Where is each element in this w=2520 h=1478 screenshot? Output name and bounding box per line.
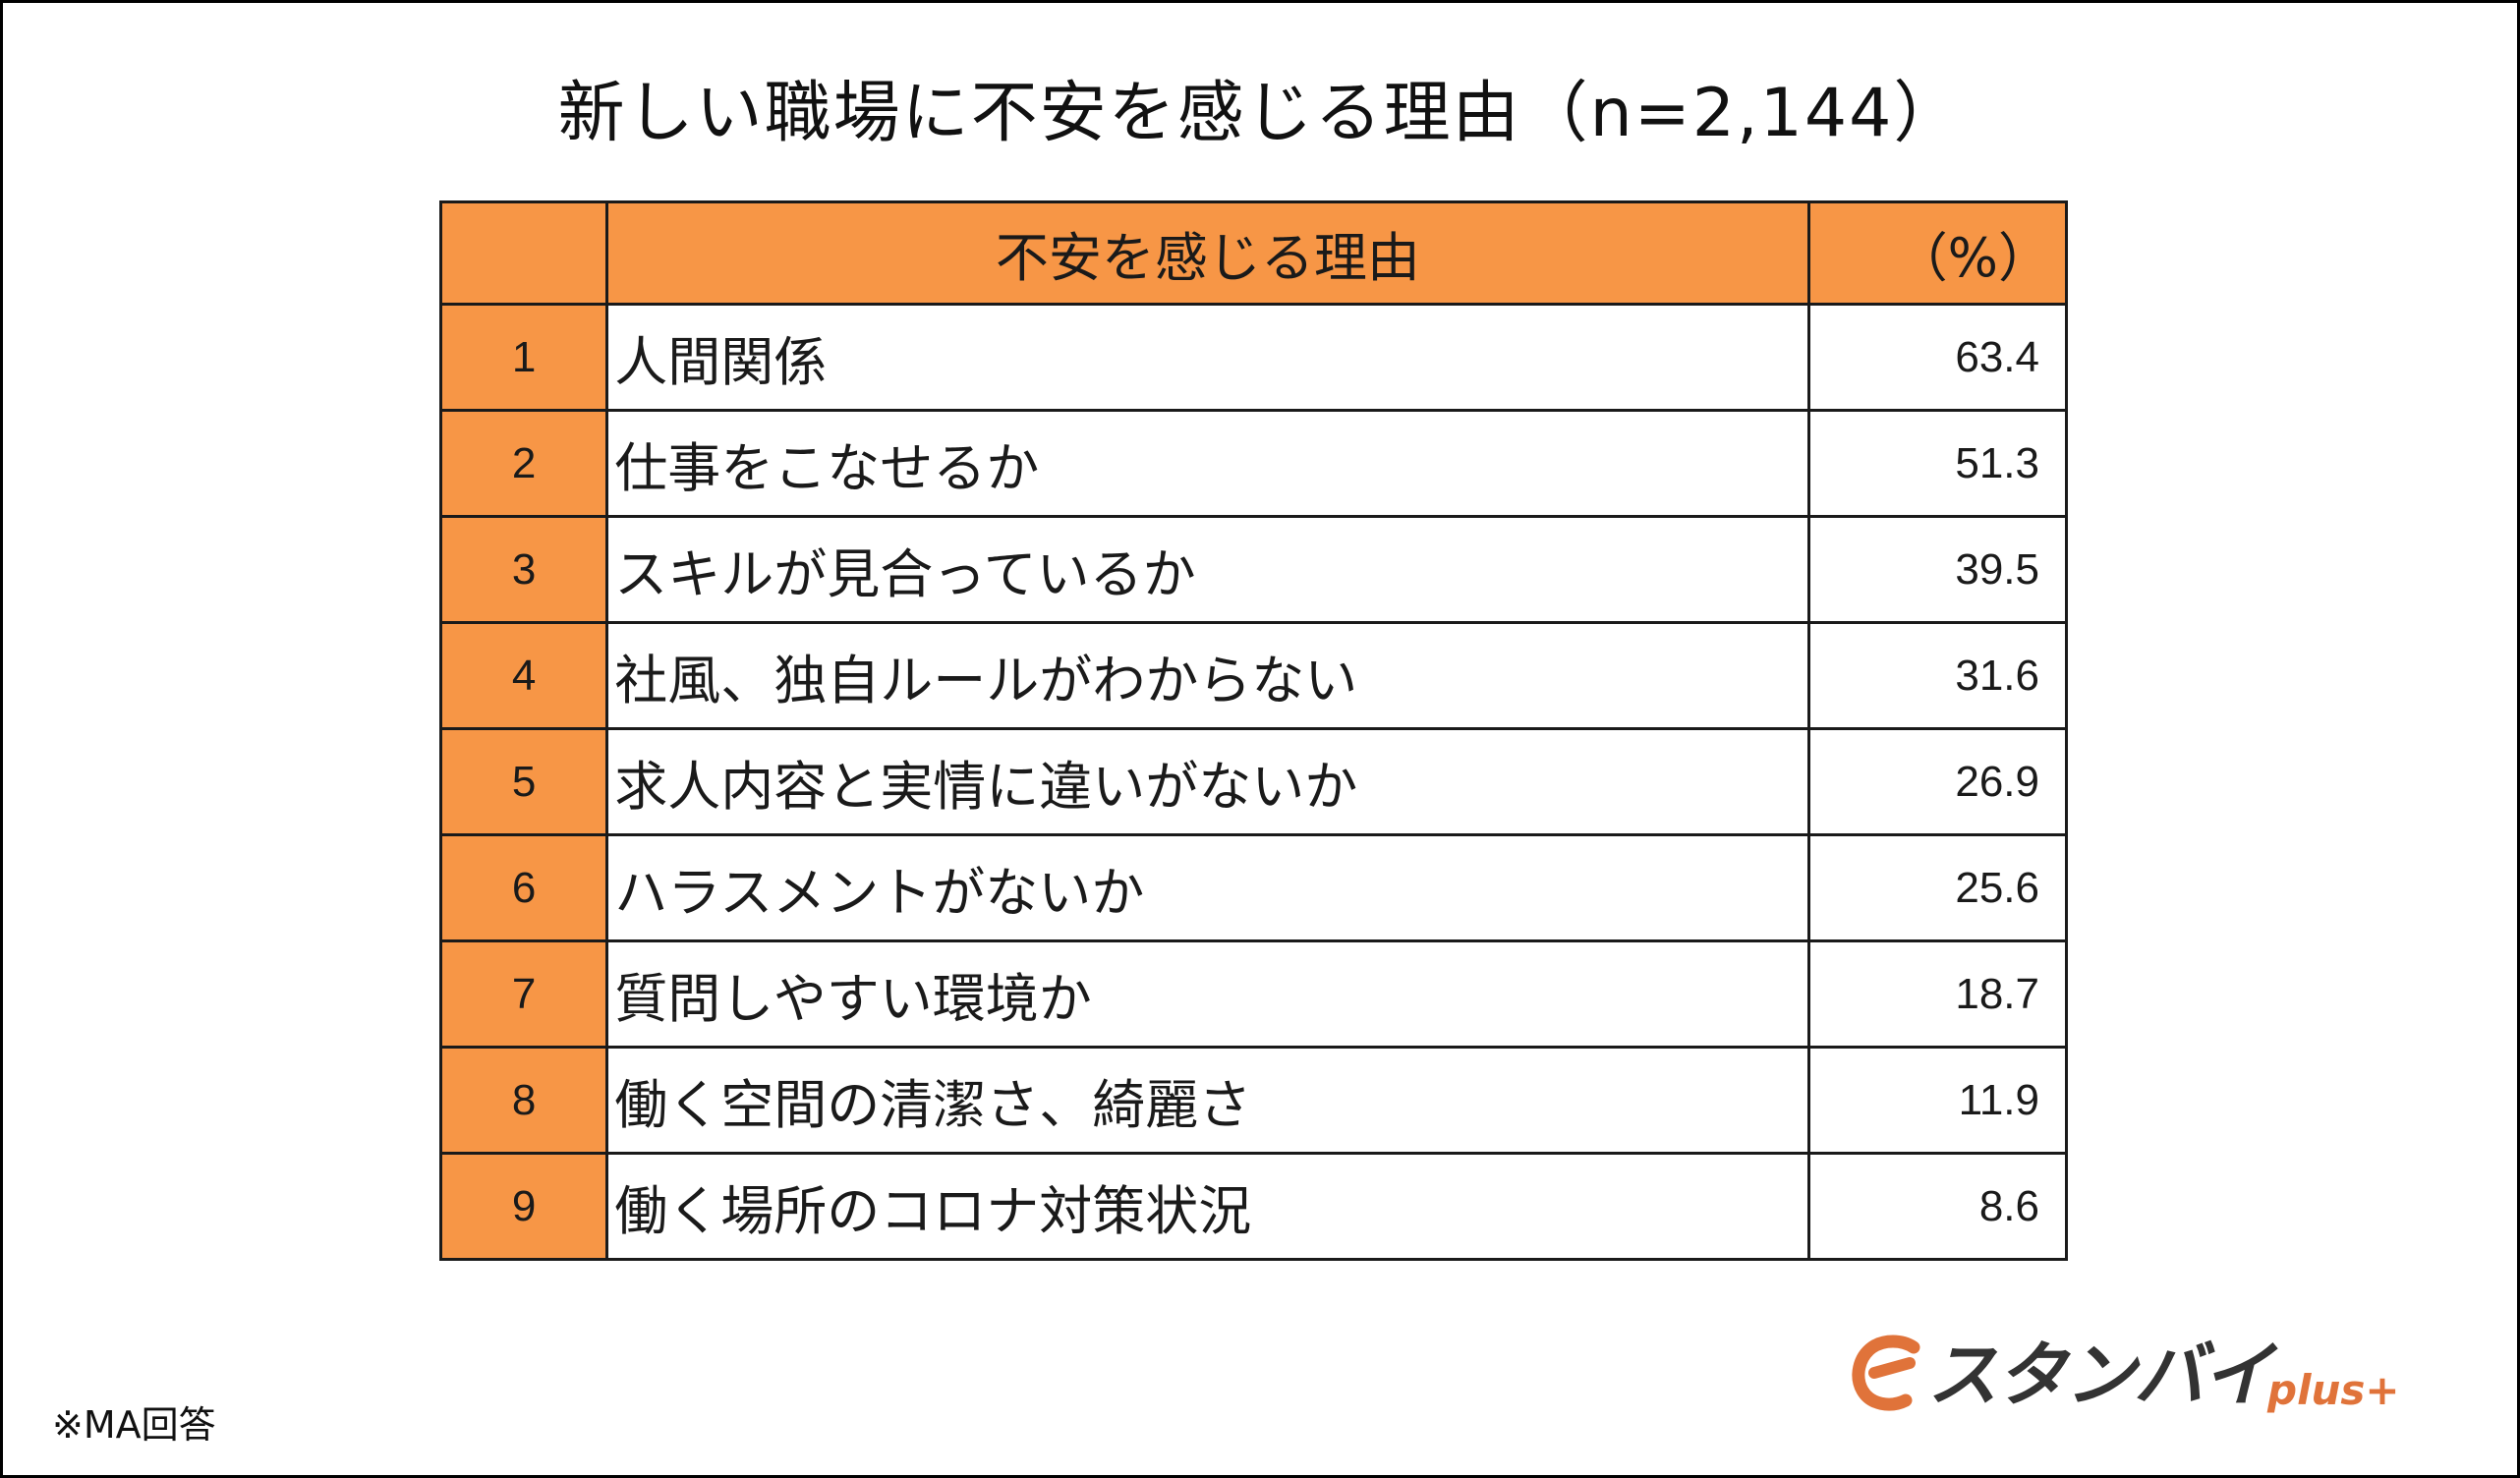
table-row: 5 求人内容と実情に違いがないか 26.9 [438, 727, 2068, 836]
percent-cell: 39.5 [1806, 515, 2068, 624]
percent-cell: 8.6 [1806, 1152, 2068, 1261]
table-header-row: 不安を感じる理由 （%） [438, 200, 2068, 306]
percent-cell: 25.6 [1806, 833, 2068, 942]
brand-logo: スタンバイ plus+ [1845, 1328, 2400, 1426]
table-row: 6 ハラスメントがないか 25.6 [438, 833, 2068, 942]
reason-cell: 社風、独自ルールがわからない [605, 621, 1810, 730]
reason-cell: 働く場所のコロナ対策状況 [605, 1152, 1810, 1261]
reason-cell: ハラスメントがないか [605, 833, 1810, 942]
reason-cell: 求人内容と実情に違いがないか [605, 727, 1810, 836]
rank-cell: 3 [438, 515, 609, 624]
header-percent: （%） [1806, 200, 2068, 306]
logo-plus-label: plus+ [2267, 1366, 2400, 1414]
percent-cell: 51.3 [1806, 409, 2068, 518]
table-row: 4 社風、独自ルールがわからない 31.6 [438, 621, 2068, 730]
table-row: 2 仕事をこなせるか 51.3 [438, 409, 2068, 518]
footnote: ※MA回答 [52, 1403, 216, 1447]
table-row: 1 人間関係 63.4 [438, 303, 2068, 412]
header-reason: 不安を感じる理由 [605, 200, 1810, 306]
table-row: 7 質問しやすい環境か 18.7 [438, 939, 2068, 1049]
rank-cell: 9 [438, 1152, 609, 1261]
logo-wordmark: スタンバイ [1927, 1334, 2273, 1416]
reason-cell: 人間関係 [605, 303, 1810, 412]
rank-cell: 1 [438, 303, 609, 412]
rank-cell: 5 [438, 727, 609, 836]
rank-cell: 7 [438, 939, 609, 1049]
results-table: 不安を感じる理由 （%） 1 人間関係 63.4 2 仕事をこなせるか 51.3… [438, 200, 2068, 1261]
table-row: 8 働く空間の清潔さ、綺麗さ 11.9 [438, 1046, 2068, 1155]
rank-cell: 6 [438, 833, 609, 942]
percent-cell: 31.6 [1806, 621, 2068, 730]
reason-cell: 働く空間の清潔さ、綺麗さ [605, 1046, 1810, 1155]
table-row: 9 働く場所のコロナ対策状況 8.6 [438, 1152, 2068, 1261]
rank-cell: 4 [438, 621, 609, 730]
percent-cell: 11.9 [1806, 1046, 2068, 1155]
reason-cell: スキルが見合っているか [605, 515, 1810, 624]
table-row: 3 スキルが見合っているか 39.5 [438, 515, 2068, 624]
percent-cell: 18.7 [1806, 939, 2068, 1049]
page-title: 新しい職場に不安を感じる理由（n=2,144） [557, 75, 1963, 152]
reason-cell: 仕事をこなせるか [605, 409, 1810, 518]
header-rank [438, 200, 609, 306]
percent-cell: 63.4 [1806, 303, 2068, 412]
rank-cell: 8 [438, 1046, 609, 1155]
rank-cell: 2 [438, 409, 609, 518]
percent-cell: 26.9 [1806, 727, 2068, 836]
reason-cell: 質問しやすい環境か [605, 939, 1810, 1049]
stanby-logo-icon [1852, 1335, 1920, 1411]
